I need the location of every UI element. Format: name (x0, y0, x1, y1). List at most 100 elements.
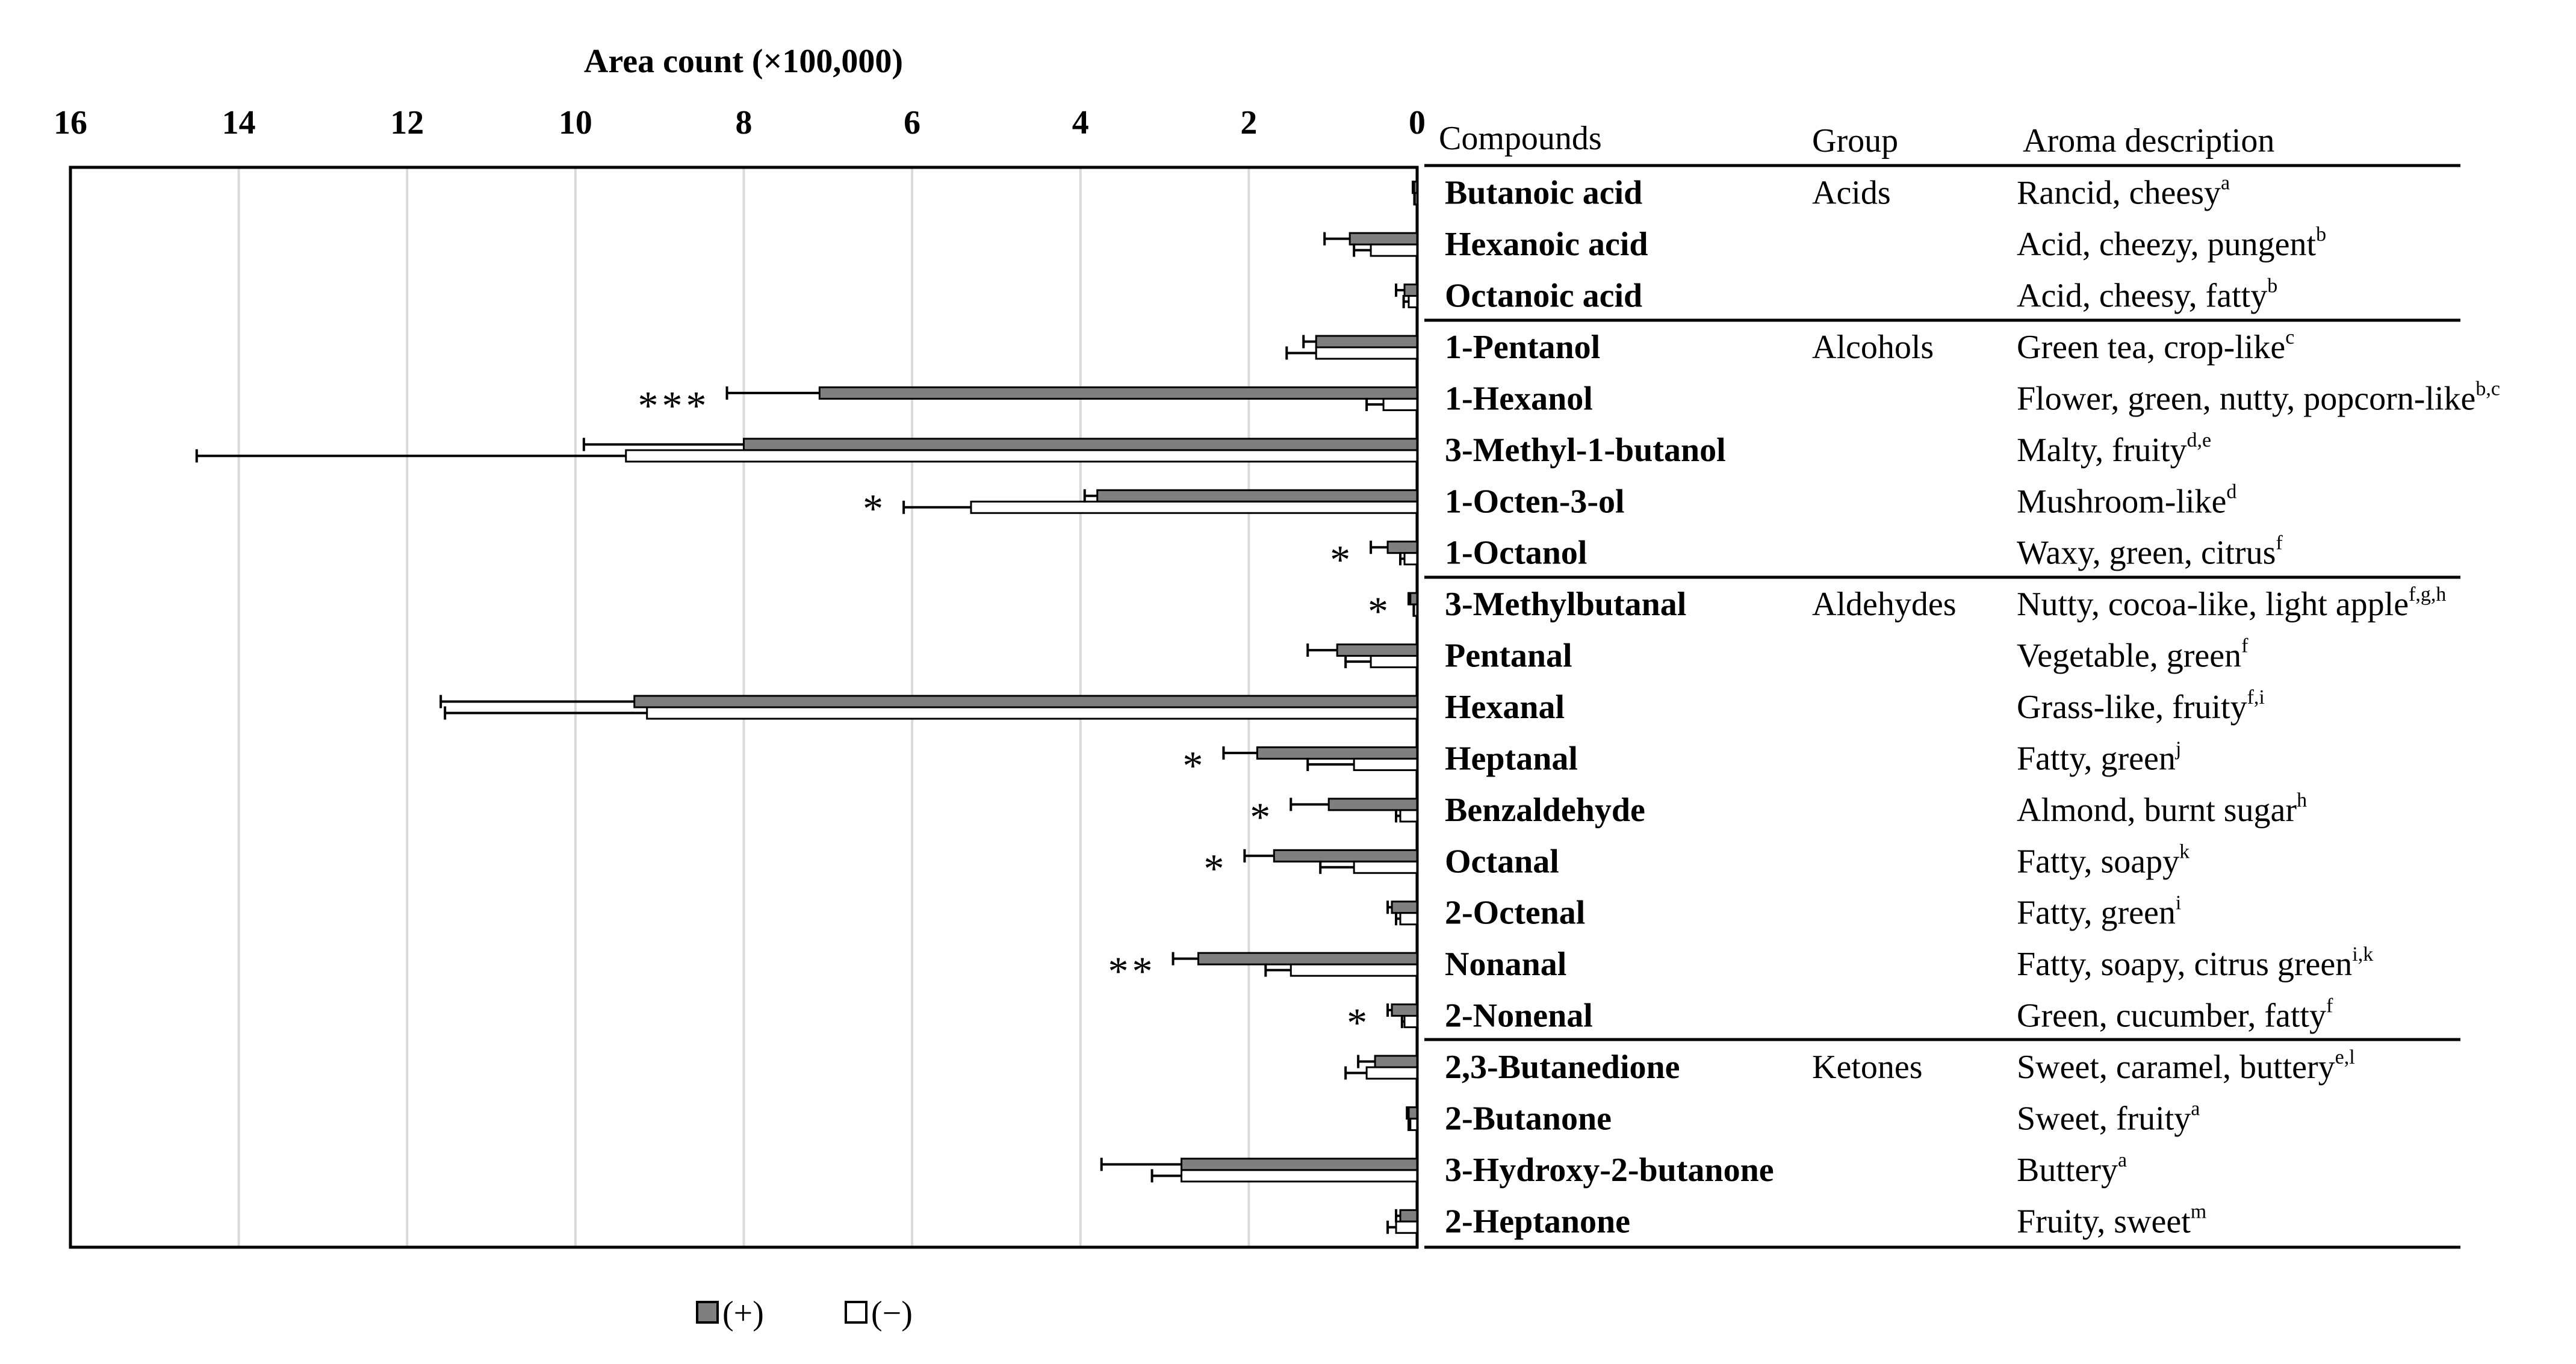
tick-label-2: 2 (1240, 104, 1257, 141)
tick-label-10: 10 (559, 104, 592, 141)
compound-name-0: Butanoic acid (1445, 175, 1642, 212)
significance-7: * (1330, 537, 1354, 583)
bar-plus-4 (818, 386, 1418, 400)
aroma-text-14: Fatty, green (2017, 894, 2176, 932)
compound-name-12: Benzaldehyde (1445, 792, 1645, 829)
aroma-description-20: Fruity, sweetm (2017, 1200, 2206, 1240)
bar-plus-17 (1374, 1055, 1418, 1068)
compound-name-19: 3-Hydroxy-2-butanone (1445, 1152, 1774, 1189)
compound-name-20: 2-Heptanone (1445, 1203, 1630, 1240)
bar-minus-7 (1403, 552, 1418, 566)
significance-16: * (1347, 1000, 1371, 1046)
aroma-reference-7: f (2276, 532, 2283, 554)
header-group: Group (1812, 122, 1898, 160)
tick-label-0: 0 (1409, 104, 1426, 141)
aroma-reference-20: m (2191, 1200, 2206, 1223)
tick-label-8: 8 (736, 104, 753, 141)
aroma-description-1: Acid, cheezy, pungentb (2017, 223, 2326, 263)
aroma-description-7: Waxy, green, citrusf (2017, 532, 2283, 572)
aroma-reference-13: k (2179, 840, 2190, 863)
aroma-description-17: Sweet, caramel, butterye,l (2017, 1046, 2355, 1086)
aroma-reference-11: j (2175, 737, 2181, 760)
aroma-text-13: Fatty, soapy (2017, 843, 2179, 880)
aroma-text-0: Rancid, cheesy (2017, 175, 2221, 212)
aroma-text-18: Sweet, fruity (2017, 1100, 2191, 1137)
significance-4: *** (638, 382, 710, 428)
bar-plus-8 (1409, 592, 1418, 606)
aroma-description-8: Nutty, cocoa-like, light applef,g,h (2017, 583, 2446, 623)
bar-minus-6 (970, 500, 1418, 514)
bar-plus-19 (1181, 1158, 1418, 1171)
bar-minus-13 (1353, 860, 1418, 874)
bar-plus-18 (1407, 1106, 1418, 1120)
aroma-text-7: Waxy, green, citrus (2017, 535, 2276, 572)
aroma-reference-1: b (2316, 223, 2326, 246)
aroma-description-13: Fatty, soapyk (2017, 840, 2190, 880)
aroma-reference-10: f,i (2247, 686, 2265, 708)
compound-name-18: 2-Butanone (1445, 1100, 1612, 1137)
bar-minus-19 (1181, 1169, 1418, 1183)
aroma-description-16: Green, cucumber, fattyf (2017, 995, 2333, 1035)
bar-minus-18 (1409, 1117, 1418, 1131)
compound-name-14: 2-Octenal (1445, 894, 1585, 932)
aroma-description-5: Malty, fruityd,e (2017, 429, 2211, 469)
bar-minus-1 (1370, 243, 1418, 257)
bar-minus-4 (1382, 397, 1418, 411)
aroma-text-10: Grass-like, fruity (2017, 689, 2247, 726)
aroma-text-12: Almond, burnt sugar (2017, 792, 2297, 829)
error-bars (195, 181, 1416, 1234)
aroma-description-18: Sweet, fruitya (2017, 1097, 2200, 1137)
group-name-17: Ketones (1812, 1049, 1923, 1086)
bar-plus-11 (1256, 746, 1418, 760)
compound-name-11: Heptanal (1445, 740, 1578, 777)
aroma-text-16: Green, cucumber, fatty (2017, 997, 2326, 1035)
compound-name-3: 1-Pentanol (1445, 329, 1600, 366)
aroma-description-9: Vegetable, greenf (2017, 635, 2249, 675)
aroma-description-10: Grass-like, fruityf,i (2017, 686, 2265, 726)
bar-minus-15 (1290, 963, 1418, 977)
bar-plus-6 (1096, 489, 1418, 503)
aroma-reference-16: f (2326, 995, 2333, 1017)
header-aroma: Aroma description (2023, 122, 2274, 160)
tick-label-4: 4 (1072, 104, 1089, 141)
compound-table: Butanoic acid Acids Rancid, cheesyaHexanoi… (1445, 172, 2500, 1241)
bar-plus-2 (1403, 284, 1418, 297)
bar-plus-16 (1391, 1003, 1418, 1017)
aroma-reference-3: c (2285, 326, 2294, 349)
compound-name-7: 1-Octanol (1445, 535, 1587, 572)
bar-plus-5 (743, 438, 1418, 451)
aroma-text-3: Green tea, crop-like (2017, 329, 2285, 366)
bar-minus-12 (1399, 809, 1418, 823)
table-headers: Compounds Group Aroma description (1439, 120, 2274, 160)
bar-minus-5 (625, 449, 1418, 463)
bar-plus-14 (1391, 901, 1418, 914)
aroma-text-15: Fatty, soapy, citrus green (2017, 946, 2352, 983)
significance-8: * (1368, 588, 1392, 634)
aroma-reference-4: b,c (2475, 377, 2500, 400)
aroma-text-1: Acid, cheezy, pungent (2017, 226, 2316, 263)
compound-name-1: Hexanoic acid (1445, 226, 1648, 263)
significance-13: * (1203, 845, 1227, 891)
bar-plus-7 (1386, 541, 1418, 554)
aroma-description-2: Acid, cheesy, fattyb (2017, 275, 2277, 315)
header-compounds: Compounds (1439, 120, 1602, 157)
aroma-text-11: Fatty, green (2017, 740, 2176, 777)
bar-minus-2 (1407, 295, 1418, 309)
aroma-description-6: Mushroom-liked (2017, 480, 2236, 520)
bar-plus-20 (1399, 1209, 1418, 1223)
aroma-description-3: Green tea, crop-likec (2017, 326, 2294, 366)
compound-name-17: 2,3-Butanedione (1445, 1049, 1680, 1086)
significance-11: * (1182, 742, 1206, 788)
aroma-text-8: Nutty, cocoa-like, light apple (2017, 586, 2409, 623)
compound-name-16: 2-Nonenal (1445, 997, 1593, 1035)
legend-label-plus: (+) (722, 1295, 764, 1332)
significance-15: ** (1108, 948, 1156, 994)
significance-12: * (1250, 794, 1274, 840)
aroma-text-9: Vegetable, green (2017, 637, 2241, 675)
aroma-reference-12: h (2297, 789, 2307, 811)
significance-marks: ************ (638, 382, 1392, 1046)
bar-plus-13 (1273, 849, 1418, 863)
aroma-description-15: Fatty, soapy, citrus greeni,k (2017, 943, 2373, 983)
tick-label-16: 16 (54, 104, 87, 141)
